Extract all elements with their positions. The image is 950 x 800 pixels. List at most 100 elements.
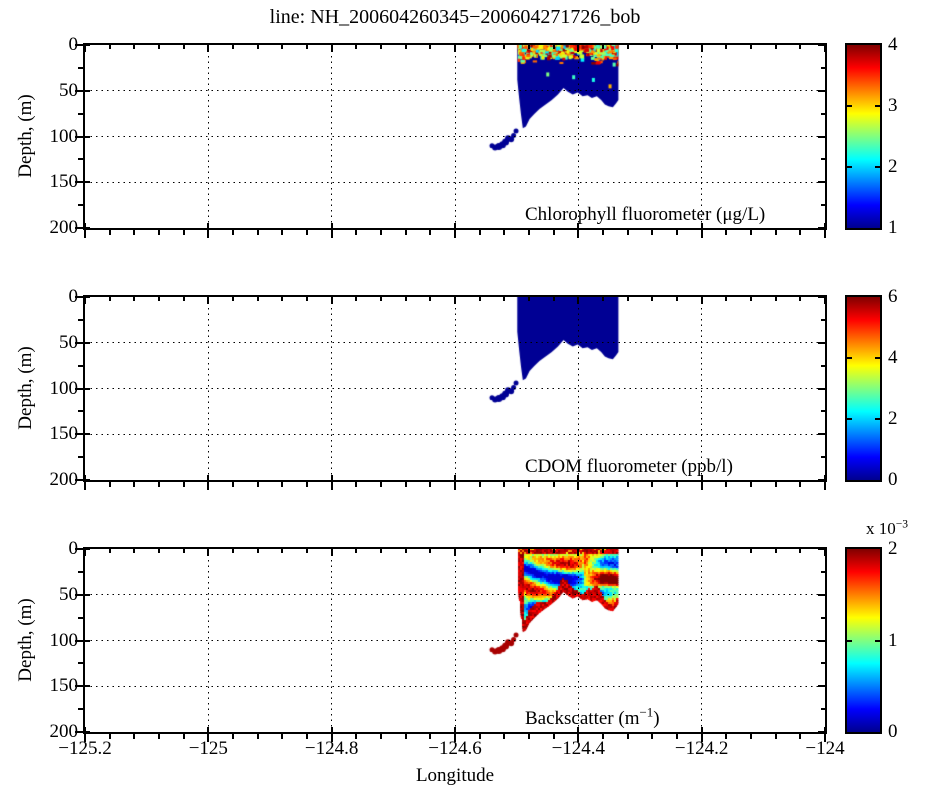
y-gridline: [85, 594, 825, 596]
x-tick-label: −125.2: [58, 738, 112, 759]
y-tick-right-minor: [821, 204, 825, 207]
x-tick-top: [158, 297, 160, 301]
x-tick-top: [84, 549, 86, 556]
y-tick-label: 150: [49, 171, 79, 193]
x-tick-bottom-in: [207, 223, 210, 228]
x-tick-bottom-in: [330, 727, 333, 732]
y-tick-left: [75, 135, 83, 138]
y-tick-left-in: [85, 135, 90, 138]
y-gridline: [85, 136, 825, 137]
x-tick-bottom: [380, 230, 382, 235]
x-tick-bottom: [133, 482, 136, 487]
x-tick-top: [380, 297, 382, 301]
y-tick-left-in: [85, 479, 90, 481]
x-tick-bottom-in: [577, 223, 580, 228]
y-tick-left: [75, 433, 83, 436]
x-tick-top: [232, 549, 234, 553]
y-tick-left-minor: [78, 708, 83, 711]
y-tick-right: [818, 593, 825, 596]
colorbar-tick-right: [875, 105, 880, 107]
y-tick-label: 100: [49, 377, 79, 399]
x-tick-bottom: [404, 482, 407, 487]
y-tick-label: 0: [68, 34, 79, 55]
y-tick-label: 50: [59, 331, 78, 353]
y-tick-left: [75, 89, 83, 92]
y-tick-right: [818, 639, 825, 642]
x-tick-top: [503, 297, 506, 301]
x-tick-bottom: [306, 230, 308, 235]
y-gridline: [85, 181, 825, 183]
x-tick-bottom: [404, 230, 407, 235]
colorbar-tick-left: [847, 639, 852, 642]
x-tick-top: [281, 45, 284, 49]
x-tick-bottom: [133, 734, 136, 739]
x-tick-bottom: [503, 482, 506, 487]
y-tick-right-minor: [821, 570, 825, 573]
y-gridline: [85, 685, 825, 687]
x-tick-bottom: [799, 230, 802, 235]
x-tick-top: [651, 297, 654, 301]
x-tick-top: [330, 549, 333, 556]
x-tick-bottom: [676, 734, 678, 739]
chlorophyll-label-text: Chlorophyll fluorometer (μg/L): [525, 204, 766, 225]
y-tick-left: [75, 341, 83, 344]
x-tick-top: [108, 45, 111, 49]
x-tick-bottom: [306, 734, 308, 739]
x-tick-top: [725, 297, 728, 301]
x-tick-bottom-in: [700, 475, 703, 480]
colorbar-tick-label: 0: [888, 469, 898, 490]
x-tick-bottom: [207, 482, 210, 490]
y-tick-left: [75, 387, 83, 390]
x-tick-bottom: [454, 230, 456, 238]
x-tick-bottom: [330, 482, 333, 490]
x-tick-bottom-in: [824, 475, 826, 480]
x-tick-bottom: [330, 734, 333, 742]
x-tick-bottom: [774, 734, 777, 739]
y-tick-right-minor: [821, 708, 825, 711]
x-tick-bottom: [651, 734, 654, 739]
colorbar-tick-left: [847, 357, 852, 359]
y-tick-right-minor: [821, 318, 825, 321]
y-tick-left: [75, 479, 83, 481]
x-tick-bottom-in: [824, 727, 826, 732]
x-tick-bottom-in: [330, 223, 333, 228]
x-tick-bottom: [552, 482, 555, 487]
x-tick-bottom: [750, 734, 752, 739]
colorbar-backscatter: [845, 547, 882, 734]
x-tick-bottom-in: [207, 475, 210, 480]
x-tick-top: [454, 549, 456, 556]
x-tick-top: [725, 549, 728, 553]
x-tick-label: −124: [805, 738, 845, 759]
y-gridline: [85, 640, 825, 641]
x-tick-top: [577, 549, 580, 556]
y-tick-left-minor: [78, 616, 83, 619]
x-tick-top: [281, 297, 284, 301]
x-tick-top: [281, 549, 284, 553]
y-gridline: [85, 342, 825, 344]
y-tick-left-minor: [78, 158, 83, 161]
y-tick-label: 200: [49, 469, 79, 490]
x-tick-top: [84, 45, 86, 52]
x-tick-bottom-in: [700, 727, 703, 732]
x-tick-bottom: [552, 230, 555, 235]
y-tick-left-in: [85, 593, 90, 596]
y-tick-left-minor: [78, 364, 83, 367]
x-tick-top: [602, 45, 604, 49]
x-tick-top: [676, 549, 678, 553]
x-tick-bottom: [108, 482, 111, 487]
x-tick-top: [306, 297, 308, 301]
x-tick-bottom: [602, 230, 604, 235]
y-tick-right-minor: [821, 364, 825, 367]
x-tick-top: [503, 45, 506, 49]
y-tick-left: [75, 44, 83, 46]
x-tick-bottom: [799, 734, 802, 739]
x-tick-bottom: [232, 734, 234, 739]
x-tick-bottom: [577, 482, 580, 490]
x-tick-top: [182, 297, 185, 301]
y-gridline: [85, 90, 825, 92]
x-tick-top: [552, 297, 555, 301]
x-tick-top: [355, 549, 358, 553]
x-tick-top: [750, 297, 752, 301]
y-tick-left-in: [85, 685, 90, 688]
